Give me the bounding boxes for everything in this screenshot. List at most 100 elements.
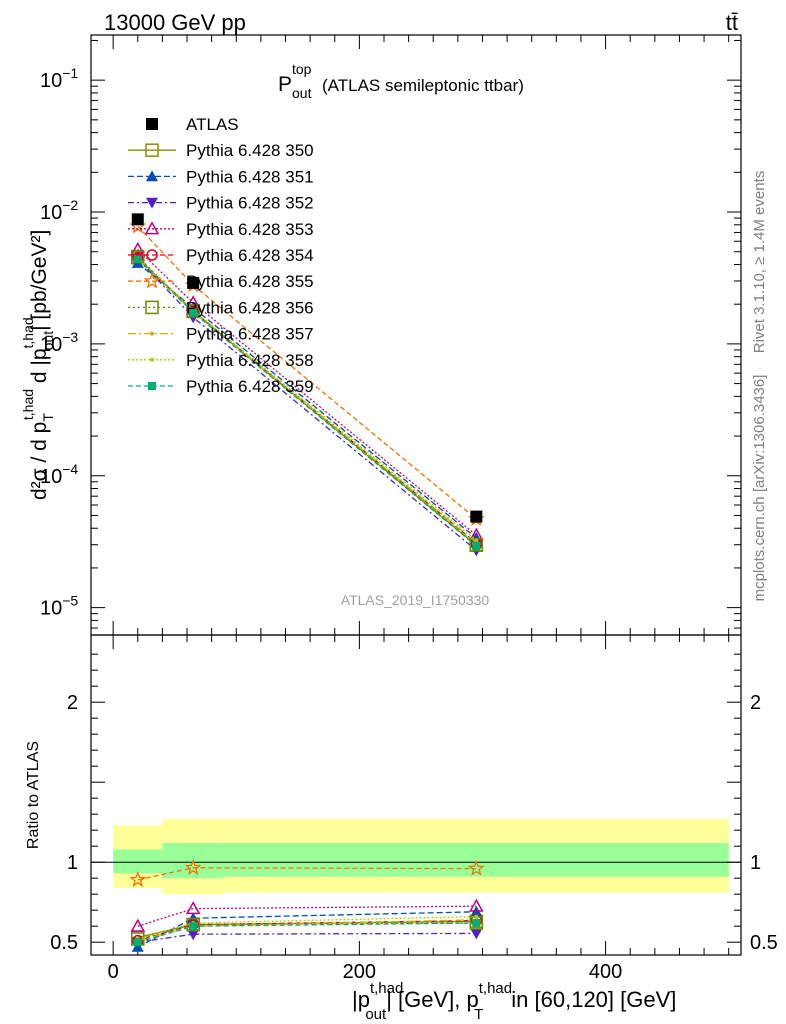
plot-title: P top out (ATLAS semileptonic ttbar) [278, 61, 524, 101]
legend-label: Pythia 6.428 351 [186, 167, 314, 186]
title-rest: (ATLAS semileptonic ttbar) [322, 76, 524, 95]
legend-label: Pythia 6.428 353 [186, 220, 314, 239]
y-tick-exponent: −5 [62, 593, 78, 609]
xlabel-thad2: t,had [479, 980, 512, 997]
legend-marker [144, 221, 160, 235]
ratio-series-5 [129, 858, 485, 887]
ratio-y-tick-label: 1 [67, 852, 78, 874]
ratio-series-line [137, 867, 477, 881]
x-tick-label: 200 [343, 961, 376, 983]
main-series-point [472, 541, 481, 550]
ratio-series-point [186, 917, 200, 932]
legend-item-9: Pythia 6.428 359 [128, 377, 314, 396]
y-tick-mantissa: 10 [40, 202, 62, 224]
y-tick-label: 10−5 [40, 593, 78, 620]
legend-atlas-label: ATLAS [186, 115, 239, 134]
ratio-series-3 [130, 898, 484, 932]
ratio-series-point [184, 858, 202, 875]
legend-marker [150, 331, 154, 336]
main-series-line [137, 258, 477, 547]
legend-label: Pythia 6.428 357 [186, 325, 314, 344]
legend-marker [146, 170, 158, 182]
inner-band-0 [113, 849, 163, 874]
y-tick-label: 10−4 [40, 461, 78, 488]
legend-marker [146, 249, 158, 261]
main-series-line [137, 262, 477, 539]
legend-item-7: Pythia 6.428 357 [128, 325, 314, 344]
xlabel-out: out [365, 1006, 387, 1023]
legend-label: Pythia 6.428 350 [186, 141, 314, 160]
legend-label: Pythia 6.428 358 [186, 351, 314, 370]
ratio-series-9 [133, 919, 481, 947]
process-label: tt̄ [726, 10, 738, 35]
main-series-point [474, 538, 479, 543]
ratio-series-2 [131, 928, 483, 949]
main-series-5 [129, 217, 485, 526]
mcplots-label: mcplots.cern.ch [arXiv:1306.3436] [751, 375, 768, 602]
main-series-point [133, 255, 142, 264]
ratio-series-point [133, 938, 142, 947]
ratio-series-layer [129, 858, 485, 952]
legend: ATLAS Pythia 6.428 350 Pythia 6.428 351 Pyt… [128, 115, 314, 396]
ratio-series-point [130, 918, 146, 932]
rivet-label: Rivet 3.1.10, ≥ 1.4M events [751, 171, 768, 354]
xlabel-tail: in [60,120] [GeV] [511, 987, 676, 1012]
ratio-panel-frame [90, 634, 742, 956]
legend-atlas-marker [146, 118, 158, 130]
legend-label: Pythia 6.428 355 [186, 272, 314, 291]
main-series-line [137, 249, 477, 536]
xlabel-thad1: t,had [370, 980, 403, 997]
main-series-line [137, 225, 477, 520]
energy-label: 13000 GeV pp [104, 10, 246, 35]
ratio-y-axis-label: Ratio to ATLAS [25, 741, 42, 849]
main-y-axis-label: d²σ / d pTt,had d |pt,had out| [pb/GeV²] [20, 230, 56, 500]
legend-marker [145, 143, 159, 157]
legend-item-4: Pythia 6.428 354 [128, 246, 314, 265]
legend-label: Pythia 6.428 359 [186, 377, 314, 396]
ylabel-thad1: t,had [20, 389, 36, 420]
main-series-point [189, 308, 198, 317]
y-tick-exponent: −1 [62, 65, 78, 81]
atlas-data-point [187, 276, 200, 289]
ratio-y-tick-label-right: 2 [750, 692, 761, 714]
main-series-point [186, 304, 200, 318]
ratio-series-line [137, 922, 477, 940]
title-sup: top [292, 61, 312, 77]
main-series-layer [129, 213, 485, 557]
main-series-0 [131, 251, 484, 553]
y-tick-mantissa: 10 [40, 466, 62, 488]
legend-marker [148, 382, 156, 390]
y-tick-mantissa: 10 [40, 70, 62, 92]
xlabel-mid: | [GeV], p [386, 987, 479, 1012]
legend-item-6: Pythia 6.428 356 [128, 298, 314, 317]
main-series-9 [133, 255, 481, 550]
y-tick-label: 10−2 [40, 197, 78, 224]
atlas-data-point [470, 510, 483, 523]
ratio-series-line [137, 932, 477, 943]
legend-marker [145, 300, 159, 315]
legend-label: Pythia 6.428 356 [186, 298, 314, 317]
title-symbol: P [278, 73, 292, 96]
y-tick-exponent: −3 [62, 329, 78, 345]
ylabel-thad2: t,had [20, 317, 36, 348]
xlabel-p: |p [352, 987, 370, 1012]
ylabel-unit: | [pb/GeV²] [28, 230, 51, 331]
legend-item-1: Pythia 6.428 351 [128, 167, 314, 186]
atlas-data-point [131, 213, 144, 226]
ratio-series-line [137, 919, 477, 942]
y-tick-label: 10−1 [40, 65, 78, 92]
legend-label: Pythia 6.428 354 [186, 246, 314, 265]
ylabel-T: T [40, 413, 56, 422]
ratio-series-point [470, 928, 483, 940]
legend-item-2: Pythia 6.428 352 [128, 194, 314, 213]
ratio-y-tick-label: 0.5 [50, 932, 78, 954]
legend-item-0: Pythia 6.428 350 [128, 141, 314, 160]
main-y-axis: 10−110−210−310−410−5 [40, 39, 741, 629]
y-tick-exponent: −2 [62, 197, 78, 213]
ylabel-out: out [40, 331, 56, 351]
legend-item-8: Pythia 6.428 358 [128, 351, 314, 370]
y-tick-label: 10−3 [40, 329, 78, 356]
x-tick-label: 400 [589, 961, 622, 983]
